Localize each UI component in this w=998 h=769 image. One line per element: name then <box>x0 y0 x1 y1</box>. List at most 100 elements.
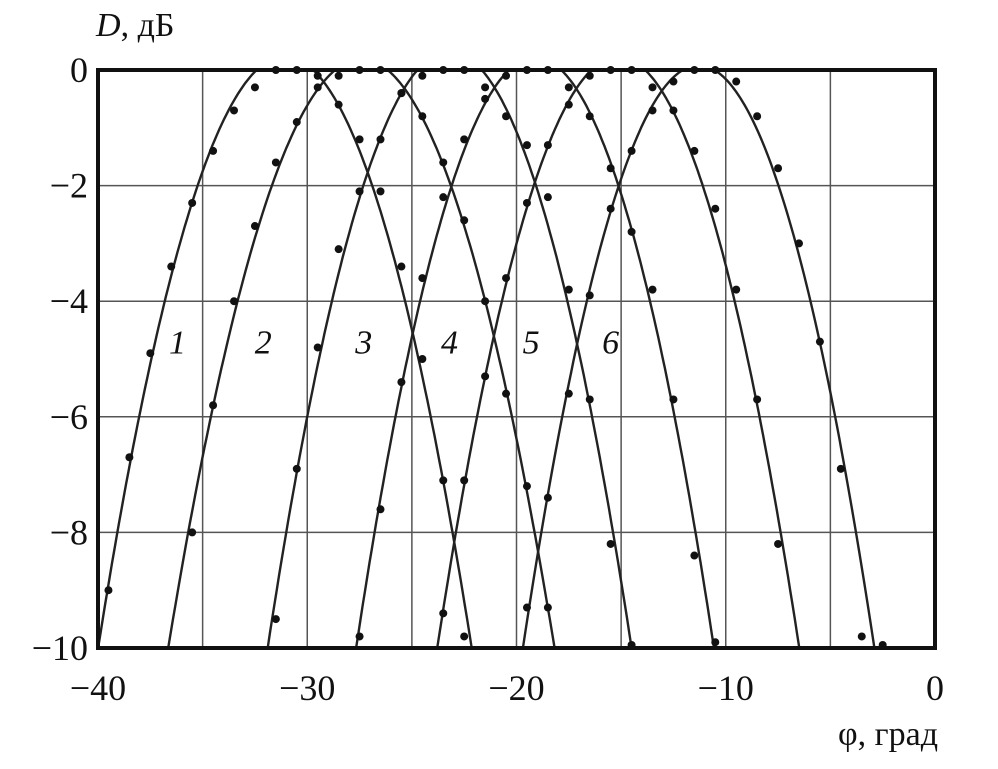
data-point <box>502 274 511 283</box>
data-point <box>648 83 657 92</box>
curve-label-4: 4 <box>441 325 458 362</box>
data-point <box>502 389 511 398</box>
y-tick-label: −2 <box>50 166 88 206</box>
x-tick-label: −20 <box>488 668 544 708</box>
x-tick-label: −10 <box>698 668 754 708</box>
data-point <box>774 539 783 548</box>
data-point <box>418 71 427 80</box>
data-point <box>627 146 636 155</box>
curves <box>96 68 876 649</box>
y-tick-label: −6 <box>50 397 88 437</box>
data-point <box>313 83 322 92</box>
data-point <box>585 395 594 404</box>
data-point <box>522 482 531 491</box>
data-point <box>313 71 322 80</box>
data-point <box>397 378 406 387</box>
data-point <box>606 204 615 213</box>
data-point <box>460 135 469 144</box>
data-point <box>732 285 741 294</box>
data-point <box>543 603 552 612</box>
data-point <box>502 71 511 80</box>
data-point <box>355 135 364 144</box>
data-point <box>334 71 343 80</box>
y-tick-label: 0 <box>70 50 88 90</box>
data-point <box>376 505 385 514</box>
data-point <box>146 349 155 358</box>
data-point <box>564 285 573 294</box>
data-point <box>502 112 511 121</box>
data-point <box>418 355 427 363</box>
data-point <box>418 112 427 121</box>
data-point <box>711 638 720 647</box>
data-point <box>230 106 239 115</box>
data-point <box>564 83 573 92</box>
data-point <box>250 83 259 92</box>
y-tick-label: −8 <box>50 512 88 552</box>
curve-label-5: 5 <box>523 325 540 362</box>
data-point <box>585 112 594 121</box>
data-point <box>815 337 824 346</box>
curve-label-3: 3 <box>354 325 372 362</box>
x-tick-label: 0 <box>926 668 944 708</box>
data-point <box>460 632 469 641</box>
data-point <box>188 528 197 537</box>
data-point <box>125 453 134 462</box>
curve-label-6: 6 <box>602 325 619 362</box>
data-point <box>669 77 678 86</box>
data-point <box>209 146 218 155</box>
data-point <box>564 100 573 109</box>
data-point <box>543 193 552 202</box>
data-point <box>334 100 343 109</box>
data-point <box>857 632 866 641</box>
data-point <box>627 227 636 236</box>
data-point <box>188 198 197 207</box>
data-point <box>522 603 531 612</box>
data-point <box>376 135 385 144</box>
curve-6 <box>521 68 876 649</box>
data-point <box>690 146 699 155</box>
data-point <box>669 106 678 115</box>
data-point <box>292 464 301 473</box>
data-point <box>397 89 406 98</box>
data-point <box>292 118 301 127</box>
data-point <box>606 539 615 548</box>
data-point <box>481 83 490 92</box>
curve-labels: 1 2 3 4 5 6 <box>169 325 619 362</box>
data-point <box>167 262 176 271</box>
data-point <box>774 164 783 173</box>
data-point <box>522 198 531 207</box>
data-point <box>522 141 531 150</box>
data-point <box>836 464 845 473</box>
data-point <box>648 285 657 294</box>
data-point <box>313 343 322 352</box>
data-point <box>334 245 343 254</box>
data-point <box>439 193 448 202</box>
data-point <box>355 632 364 641</box>
y-axis-label: D, дБ <box>95 7 174 44</box>
data-point <box>543 493 552 502</box>
data-point <box>439 158 448 167</box>
curve-label-2: 2 <box>255 325 272 362</box>
data-point <box>209 401 218 410</box>
data-point <box>355 187 364 196</box>
data-point <box>439 476 448 485</box>
data-point <box>104 586 113 595</box>
y-axis-unit: , дБ <box>121 7 175 44</box>
data-point <box>439 609 448 618</box>
data-point <box>564 389 573 398</box>
x-tick-label: −30 <box>279 668 335 708</box>
x-tick-label: −40 <box>70 668 126 708</box>
data-point <box>460 216 469 225</box>
x-tick-labels: −40 −30 −20 −10 0 <box>70 668 944 708</box>
data-point <box>690 551 699 560</box>
data-point <box>250 222 259 231</box>
y-tick-label: −4 <box>50 281 88 321</box>
y-tick-labels: 0 −2 −4 −6 −8 −10 <box>32 50 88 668</box>
curve-label-1: 1 <box>169 325 186 362</box>
data-point <box>418 274 427 283</box>
y-tick-label: −10 <box>32 628 88 668</box>
x-axis-label: φ, град <box>838 716 938 753</box>
data-point <box>753 395 762 404</box>
data-point <box>648 106 657 115</box>
